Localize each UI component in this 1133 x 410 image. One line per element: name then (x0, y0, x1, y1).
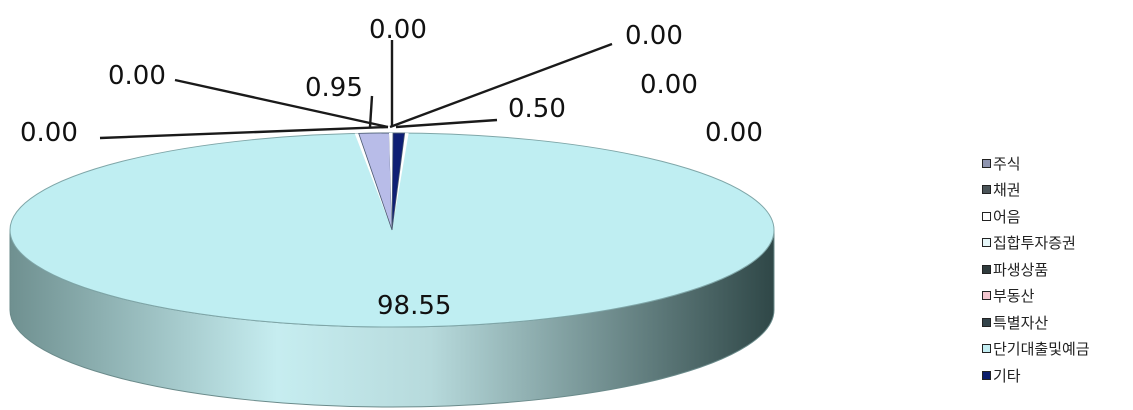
legend-label: 파생상품 (993, 260, 1049, 279)
legend-swatch (982, 317, 991, 327)
legend-item: 채권 (982, 177, 1132, 204)
leader-line-기타 (395, 118, 498, 129)
data-label-채권: 0.00 (108, 61, 166, 91)
leader-line-집합투자증권 (389, 42, 613, 129)
data-label-단기대출및예금: 98.55 (377, 291, 451, 321)
legend-swatch (982, 264, 991, 274)
legend-label: 집합투자증권 (993, 234, 1076, 253)
legend-label: 어음 (993, 207, 1021, 226)
data-label-기타: 0.50 (508, 94, 566, 124)
legend-item: 어음 (982, 203, 1132, 230)
leader-line-채권 (174, 78, 389, 129)
legend-swatch (982, 238, 991, 248)
data-label-특별자산: 0.95 (305, 73, 363, 103)
legend-item: 주식 (982, 150, 1132, 177)
legend-label: 채권 (993, 181, 1021, 200)
legend-swatch (982, 185, 991, 195)
legend-item: 기타 (982, 362, 1132, 389)
legend-label: 부동산 (993, 287, 1035, 306)
slice-기타 (391, 132, 406, 231)
legend-item: 특별자산 (982, 309, 1132, 336)
legend-swatch (982, 211, 991, 221)
legend-label: 특별자산 (993, 313, 1049, 332)
data-label-집합투자증권: 0.00 (625, 21, 683, 51)
legend-swatch (982, 291, 991, 301)
data-label-주식: 0.00 (20, 118, 78, 148)
legend-item: 집합투자증권 (982, 230, 1132, 257)
leader-line-주식 (99, 125, 389, 140)
legend-swatch (982, 344, 991, 354)
label-leader-lines (99, 40, 613, 140)
leader-line-특별자산 (368, 95, 374, 128)
legend-item: 단기대출및예금 (982, 336, 1132, 363)
legend-swatch (982, 370, 991, 380)
legend-swatch (982, 158, 991, 168)
legend-item: 부동산 (982, 283, 1132, 310)
legend-label: 단기대출및예금 (993, 340, 1090, 359)
pie-top (9, 132, 775, 328)
legend-item: 파생상품 (982, 256, 1132, 283)
legend-label: 주식 (993, 154, 1021, 173)
data-label-어음: 0.00 (369, 15, 427, 45)
data-label-파생상품: 0.00 (640, 70, 698, 100)
legend-label: 기타 (993, 366, 1021, 385)
slice-특별자산 (358, 132, 393, 231)
data-label-부동산: 0.00 (705, 118, 763, 148)
